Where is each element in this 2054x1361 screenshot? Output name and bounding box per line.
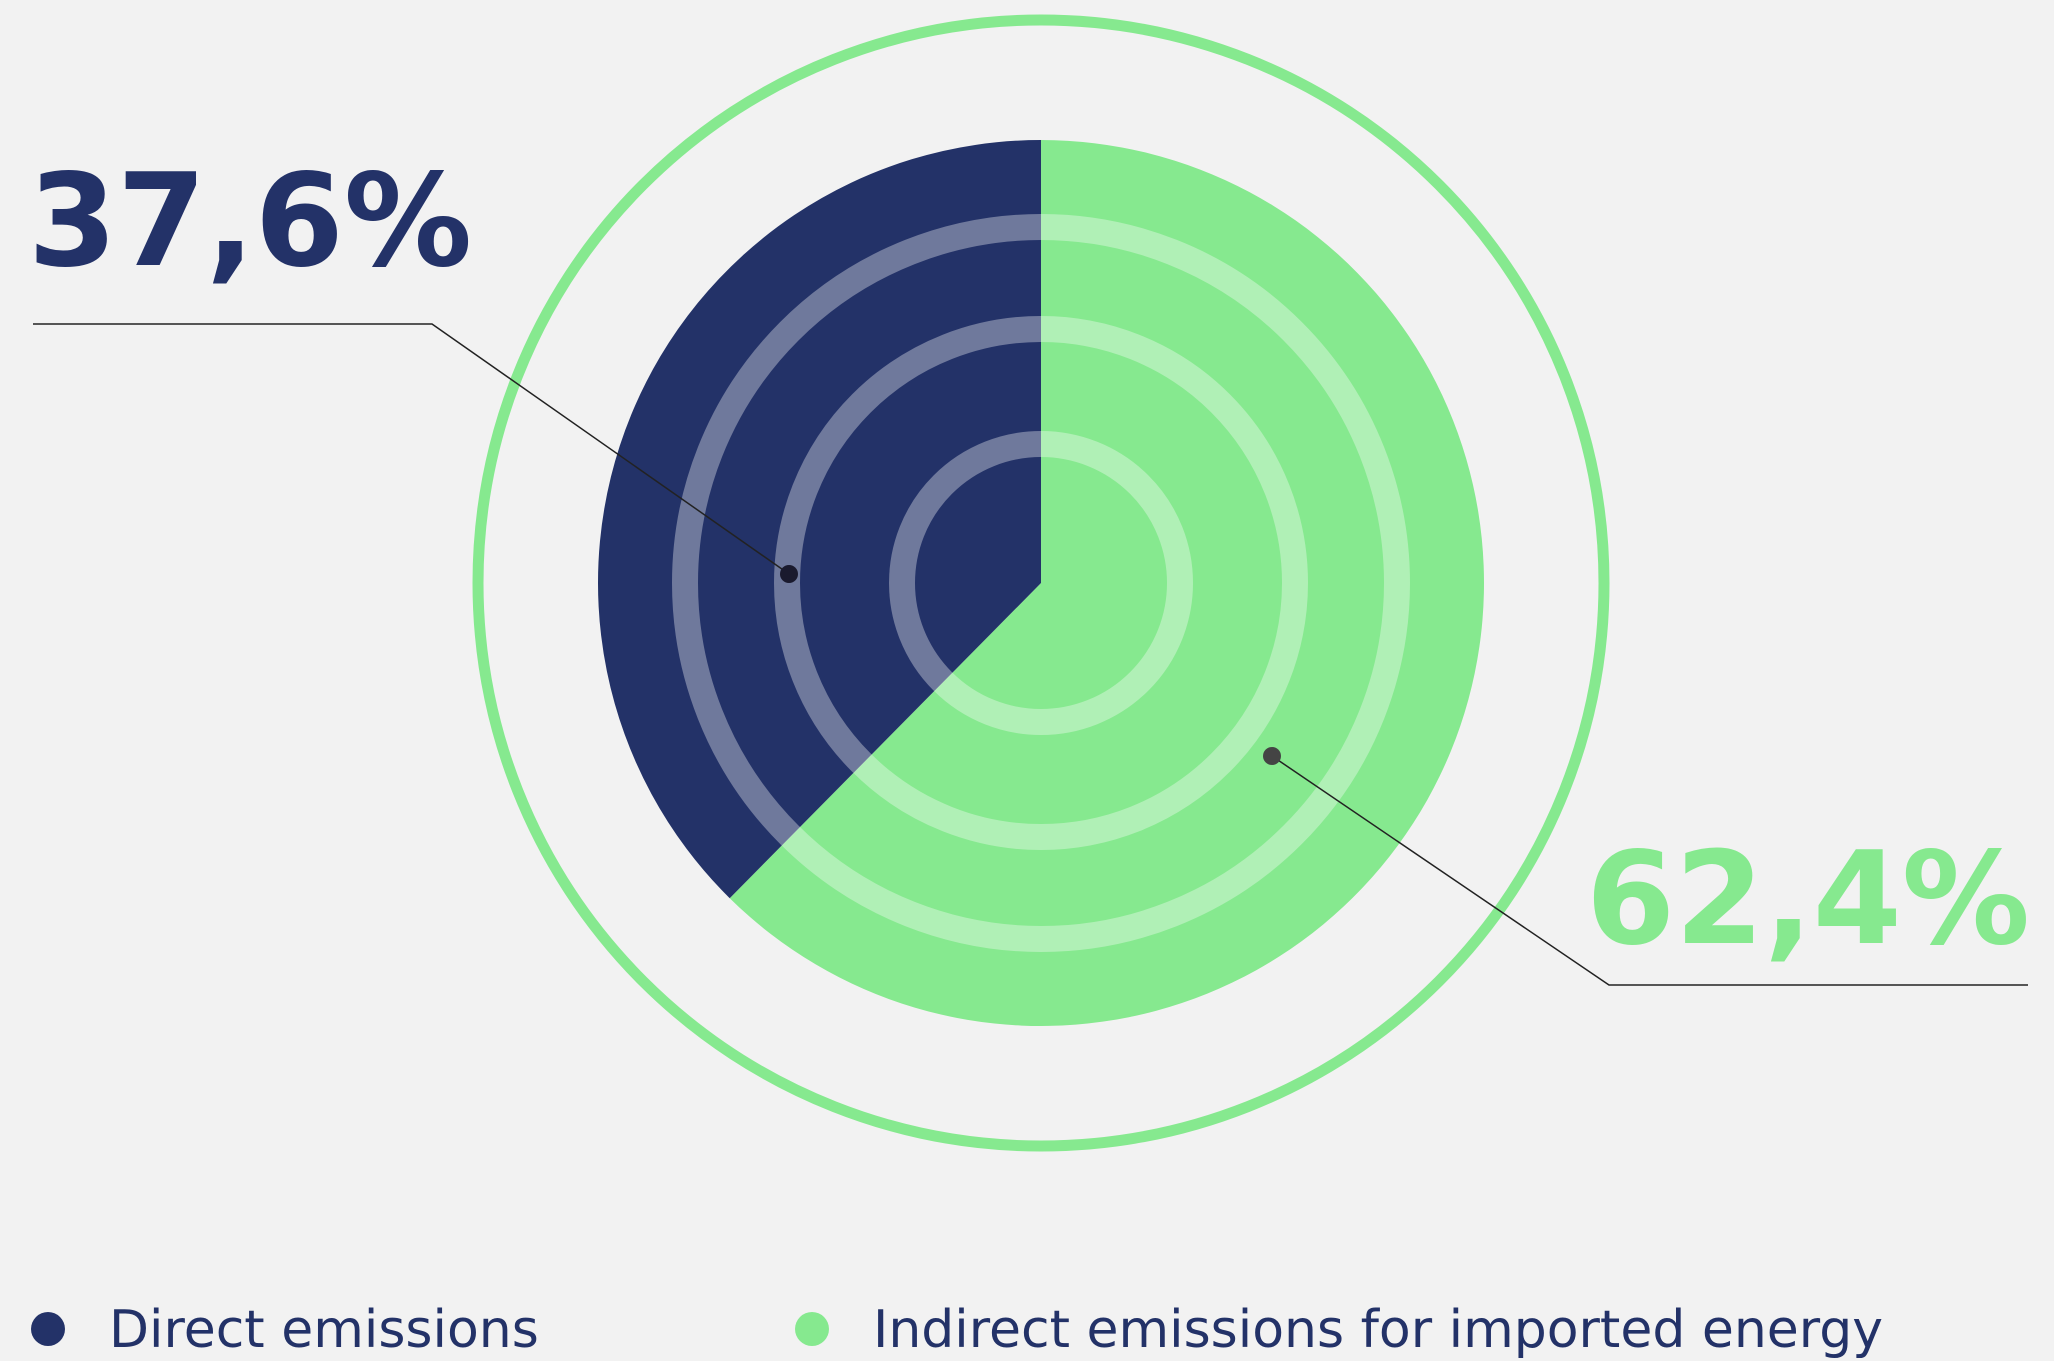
outer-ring (472, 14, 1610, 1152)
legend-label: Direct emissions (109, 1300, 539, 1360)
leader-line (33, 323, 790, 575)
pie-slice (598, 140, 1041, 899)
legend-marker (31, 1312, 65, 1346)
inner-ring (774, 316, 1308, 850)
legend-label: Indirect emissions for imported energy (873, 1300, 1883, 1360)
legend-marker (795, 1312, 829, 1346)
value-label: 37,6% (28, 147, 472, 296)
leader-dot (780, 565, 798, 583)
inner-ring (889, 431, 1193, 735)
pie-slice (729, 140, 1484, 1026)
inner-ring (672, 214, 1410, 952)
leader-dot (1263, 747, 1281, 765)
leader-line (1271, 755, 2028, 986)
value-label: 62,4% (1586, 825, 2030, 974)
